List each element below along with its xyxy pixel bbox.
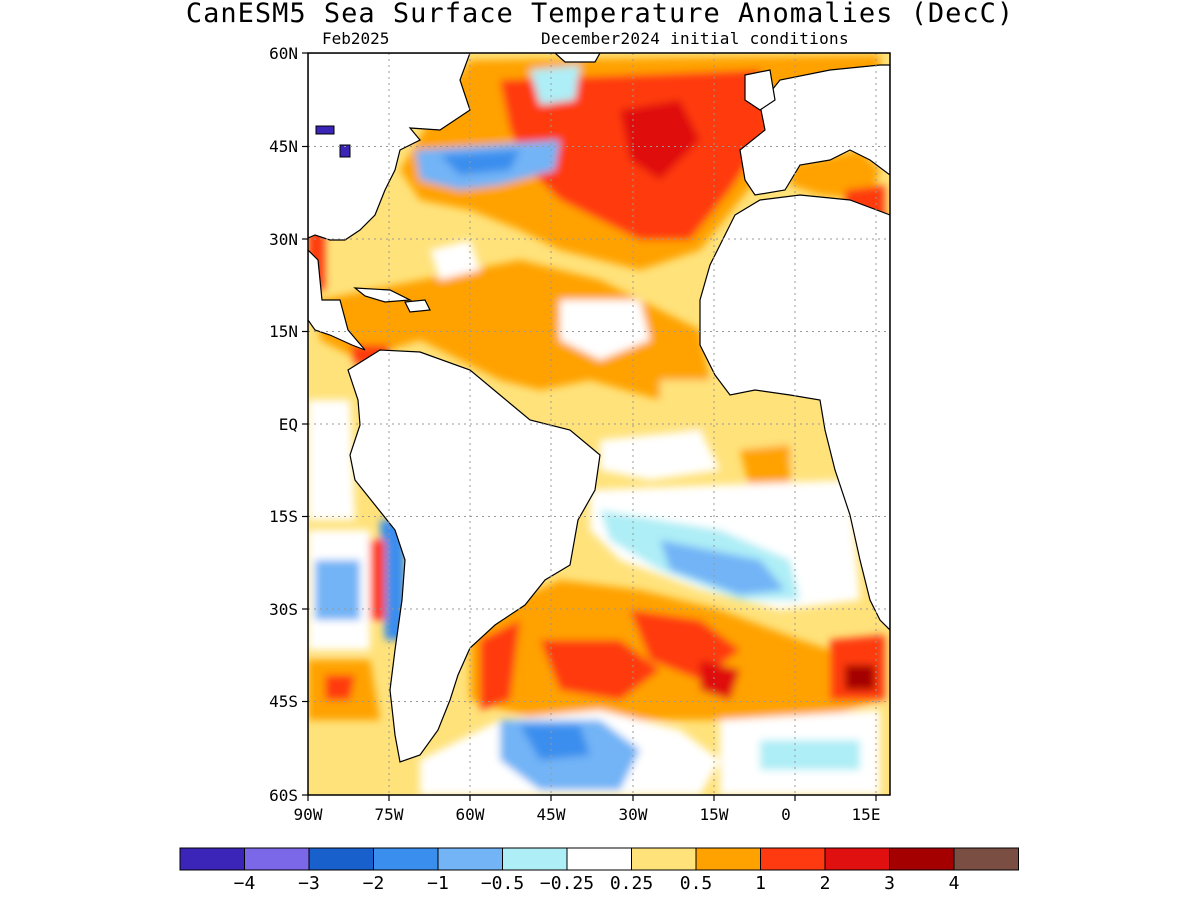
colorbar-swatch	[502, 847, 568, 871]
initial-conditions-label: December2024 initial conditions	[541, 29, 849, 48]
africa-land	[699, 194, 890, 631]
colorbar-swatch	[437, 847, 503, 871]
south-america-land	[347, 349, 601, 763]
colorbar-swatch	[695, 847, 761, 871]
colorbar-swatch	[308, 847, 374, 871]
colorbar	[179, 847, 1019, 871]
colorbar-tick-label: 2	[820, 873, 831, 894]
lon-label: 45W	[537, 805, 566, 824]
map-title: CanESM5 Sea Surface Temperature Anomalie…	[185, 0, 1015, 29]
colorbar-tick-label: 4	[949, 873, 960, 894]
colorbar-swatch	[824, 847, 890, 871]
colorbar-tick-label: −1	[427, 873, 449, 894]
great-lakes	[315, 125, 351, 158]
colorbar-swatch	[179, 847, 245, 871]
lat-label: 30S	[269, 600, 298, 619]
colorbar-tick-label: −4	[234, 873, 256, 894]
colorbar-swatch	[244, 847, 310, 871]
colorbar-swatch	[953, 847, 1019, 871]
lat-label: 45S	[269, 692, 298, 711]
forecast-month-label: Feb2025	[322, 29, 390, 48]
colorbar-swatch	[566, 847, 632, 871]
colorbar-tick-label: 0.25	[610, 873, 653, 894]
lon-label: 0	[781, 805, 791, 824]
colorbar-swatch	[373, 847, 439, 871]
colorbar-tick-label: −3	[298, 873, 320, 894]
lat-label: 15N	[269, 322, 298, 341]
axis-ticks	[302, 52, 877, 801]
lon-label: 75W	[375, 805, 404, 824]
longitude-labels: 90W 75W 60W 45W 30W 15W 0 15E	[294, 805, 881, 824]
central-america-land	[308, 249, 366, 351]
landmasses	[308, 53, 890, 763]
colorbar-tick-label: −2	[363, 873, 385, 894]
north-america-land	[308, 53, 471, 241]
lon-label: 30W	[619, 805, 648, 824]
latitude-labels: 60N 45N 30N 15N EQ 15S 30S 45S 60S	[269, 44, 298, 805]
greenland-land	[554, 53, 601, 63]
colorbar-swatch	[760, 847, 826, 871]
graticule	[308, 53, 890, 795]
lon-label: 15E	[852, 805, 881, 824]
colorbar-swatch	[889, 847, 955, 871]
lat-label: 60N	[269, 44, 298, 63]
british-isles-land	[744, 69, 776, 111]
colorbar-labels: −4 −3 −2 −1 −0.5 −0.25 0.25 0.5 1 2 3 4	[234, 873, 960, 894]
colorbar-tick-label: 3	[884, 873, 895, 894]
lat-label: 60S	[269, 786, 298, 805]
lon-label: 90W	[294, 805, 323, 824]
lon-label: 60W	[456, 805, 485, 824]
colorbar-tick-label: −0.25	[540, 873, 594, 894]
lat-label: EQ	[279, 415, 298, 434]
lat-label: 15S	[269, 507, 298, 526]
lat-label: 30N	[269, 230, 298, 249]
colorbar-tick-label: −0.5	[481, 873, 524, 894]
colorbar-swatch	[631, 847, 697, 871]
hispaniola-land	[404, 299, 431, 313]
cuba-land	[353, 287, 413, 303]
colorbar-tick-label: 1	[755, 873, 766, 894]
lon-label: 15W	[700, 805, 729, 824]
lat-label: 45N	[269, 137, 298, 156]
colorbar-tick-label: 0.5	[680, 873, 713, 894]
